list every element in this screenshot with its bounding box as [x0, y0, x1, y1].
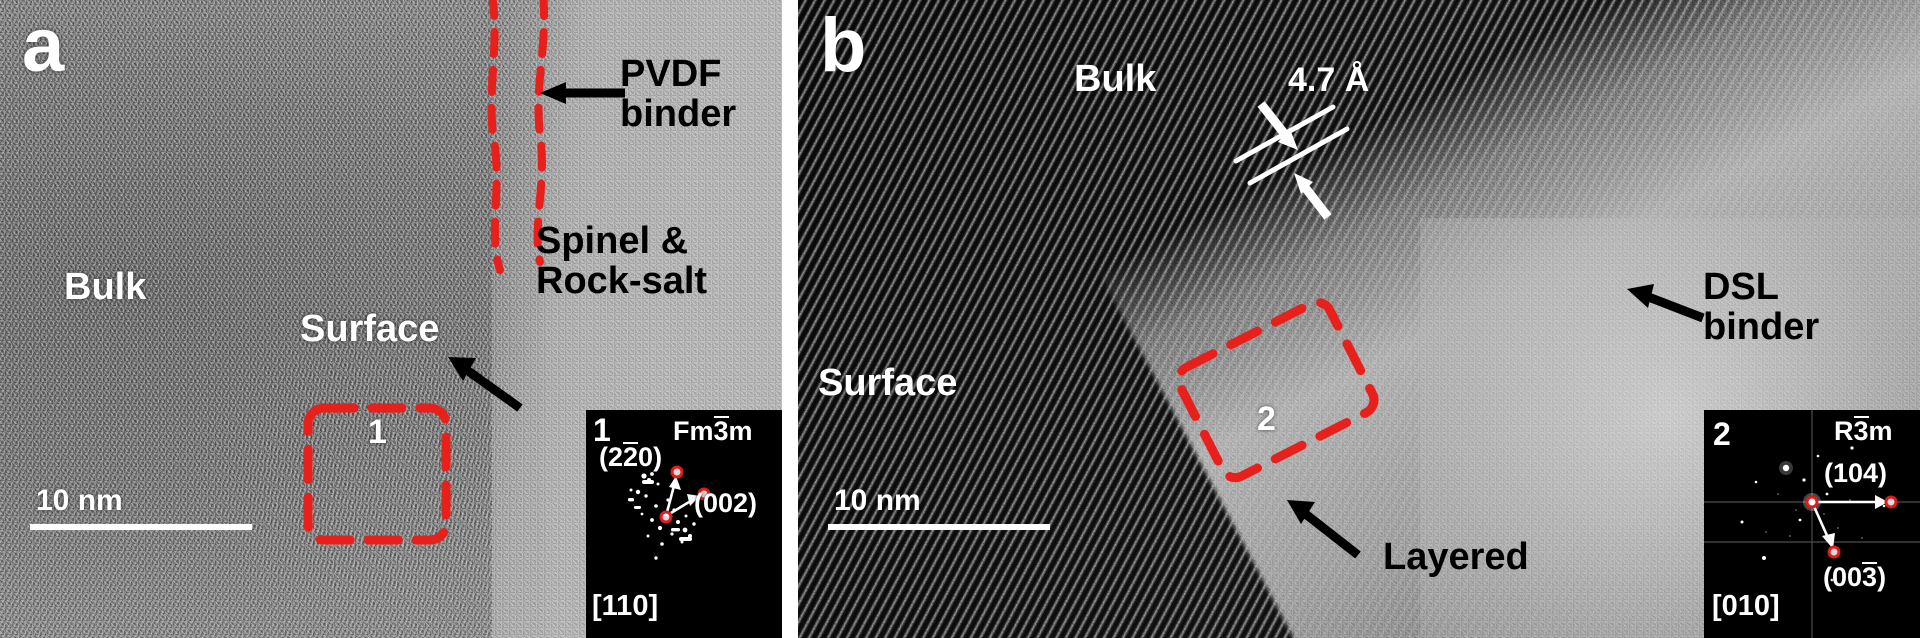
panel-b-layered-label: Layered [1383, 536, 1529, 578]
fft1-plane1-pre: (2 [599, 442, 624, 472]
fft2-plane2-post: ) [1877, 562, 1887, 592]
fft1-spacegroup-post: m [728, 416, 753, 446]
fft2-plane2-pre: (00 [1823, 562, 1863, 592]
panel-b-fft-inset: 2 R3m (104) (003) [010] [1704, 410, 1920, 638]
fft1-index-label: 1 [593, 412, 611, 448]
fft1-plane1-label: (220) [599, 442, 662, 473]
fft2-center-marker [1805, 495, 1819, 509]
fft1-center-marker [659, 510, 673, 524]
fft2-plane2-label: (003) [1823, 562, 1886, 593]
panel-b-scale-bar-label: 10 nm [834, 484, 921, 517]
fft1-plane2-label: (002) [694, 488, 758, 518]
panel-b-surface-label: Surface [818, 362, 958, 404]
panel-a: a Bulk Surface PVDF binder Spinel & Rock… [0, 0, 782, 638]
fft2-plane2-bar: 3 [1862, 562, 1878, 592]
fft1-plane1-post: 0) [638, 442, 663, 472]
fft2-zone-axis-label: [010] [1712, 590, 1780, 622]
panel-b-scale-bar: 10 nm [828, 452, 1050, 530]
fft1-spacegroup-label: Fm3m [673, 416, 753, 447]
panel-a-fft-inset: 1 Fm3m (220) (002) [110] [586, 410, 782, 638]
fft1-spacegroup-pre: Fm [673, 416, 714, 446]
panel-a-scale-bar: 10 nm [30, 452, 252, 530]
panel-a-letter: a [22, 3, 65, 88]
fft1-reflection-002-marker [697, 487, 711, 501]
panel-b-letter: b [820, 3, 867, 88]
fft2-spacegroup-label: R3m [1834, 416, 1893, 447]
fft1-plane1-bar: 2 [623, 442, 639, 472]
panel-a-region-1-label: 1 [368, 413, 387, 451]
fft2-plane1-label: (104) [1824, 458, 1888, 488]
panel-a-scale-bar-line [30, 524, 252, 530]
panel-b-scale-bar-line [828, 524, 1050, 530]
fft2-spacegroup-post: m [1868, 416, 1893, 446]
fft1-reflection-220-marker [670, 465, 684, 479]
panel-a-scale-bar-label: 10 nm [36, 484, 123, 517]
fft1-zone-axis-label: [110] [592, 590, 659, 622]
panel-a-surface-label: Surface [300, 308, 440, 350]
panel-b: b [798, 0, 1920, 638]
panel-b-dspacing-label: 4.7 Å [1288, 61, 1370, 99]
panel-b-region-2-label: 2 [1257, 400, 1276, 438]
fft2-spacegroup-bar: 3 [1853, 416, 1869, 446]
fft2-reflection-104-marker [1884, 495, 1898, 509]
fft2-reflection-003-marker [1827, 545, 1841, 559]
panel-b-bulk-label: Bulk [1074, 58, 1157, 100]
fft2-spacegroup-pre: R [1834, 416, 1854, 446]
panel-a-spinel-rocksalt-label: Spinel & Rock-salt [536, 220, 708, 302]
fft1-spacegroup-bar: 3 [713, 416, 729, 446]
panel-b-dsl-binder-label: DSL binder [1703, 266, 1820, 348]
panel-a-pvdf-binder-label: PVDF binder [620, 53, 737, 135]
fft2-index-label: 2 [1713, 416, 1731, 452]
panel-a-bulk-label: Bulk [64, 266, 147, 308]
